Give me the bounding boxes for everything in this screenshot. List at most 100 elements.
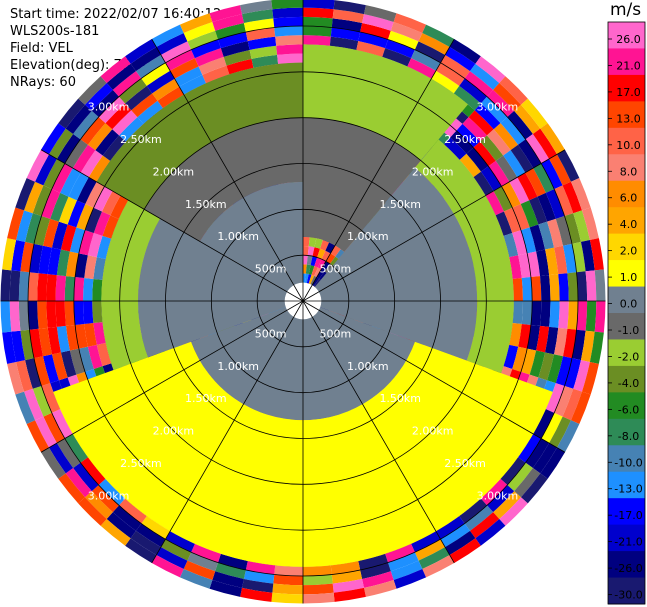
gate-cell [83,278,94,301]
gate-cell [512,301,523,324]
gate-cell [32,385,52,417]
gate-cell [518,433,542,463]
gate-cell [314,267,322,278]
gate-cell [557,420,580,453]
gate-cell [38,245,52,275]
gate-cell [449,538,481,563]
gate-cell [541,412,563,444]
ring-label: 1.50km [185,198,227,211]
gate-cell [538,221,555,250]
gate-cell [274,565,303,576]
colorbar-bin [608,313,645,340]
gate-cell [218,32,248,49]
gate-cell [87,233,103,258]
gate-cell [456,123,481,148]
gate-cell [362,571,394,588]
gate-cell [545,383,565,413]
gate-cell [247,36,277,50]
gate-cell [329,36,359,50]
gate-cell [514,468,541,498]
colorbar-bin [608,74,645,102]
gate-cell [303,273,306,283]
gate-cell [273,16,303,28]
gate-cell [540,123,565,155]
gate-cell [308,237,317,248]
gate-cell [303,236,310,247]
gate-cell [554,327,568,357]
gate-cell [512,278,523,301]
gate-cell [589,238,604,271]
gate-cell [93,257,106,280]
azimuth-spoke [302,149,566,302]
gate-cell [570,177,591,211]
gate-cell [520,227,537,254]
gate-cell [507,462,533,492]
gate-cell [91,485,119,513]
gate-cell [32,185,52,217]
gate-cell [64,301,76,326]
gate-cell [545,189,565,219]
gate-cell [324,263,334,274]
gate-cell [393,568,427,589]
colorbar-bin [608,154,645,182]
gate-cell [580,330,595,362]
gate-cell [106,63,136,90]
gate-cell [549,301,560,328]
gate-cell [533,409,555,439]
gate-cell [187,30,219,50]
ring-label: 2.00km [412,425,454,438]
gate-cell [215,562,246,579]
gate-cell [422,555,455,578]
gate-cell [141,62,171,86]
gate-cell [16,210,33,242]
gate-cell [69,348,86,375]
gate-cell [517,172,538,201]
gate-cell [532,128,558,159]
gate-cell [119,117,144,142]
gate-cell [303,16,333,28]
gate-cell [537,192,556,222]
gate-cell [360,562,391,579]
gate-cell [308,265,315,275]
gate-cell [303,7,334,19]
gate-cell [112,71,142,97]
gate-cell [100,56,131,84]
gate-cell [330,245,341,257]
gate-cell [414,539,446,561]
velocity-region [101,200,161,370]
gate-cell [68,172,89,201]
gate-cell [7,207,25,241]
gate-cell [431,70,460,94]
gate-cell [573,210,590,242]
gate-cell [160,41,192,63]
gate-cell [303,574,333,586]
gate-cell [303,255,308,265]
gate-cell [305,264,311,275]
ring-label: 1.00km [347,230,389,243]
gate-cell [187,552,219,572]
gate-cell [51,163,73,193]
gate-cell [179,74,207,95]
gate-cell [96,342,112,367]
gate-cell [385,543,415,563]
gate-cell [487,89,515,117]
gate-cell [562,181,582,214]
gate-cell [509,255,522,279]
gate-cell [555,356,572,386]
gate-cell [65,104,92,134]
colorbar-tick-label: -13.0 [614,483,642,496]
gate-cell [495,155,518,182]
gate-cell [459,498,488,524]
gate-cell [35,416,57,448]
gate-cell [58,98,86,129]
gate-cell [362,14,394,31]
gate-cell [156,547,188,569]
gate-cell [100,518,131,546]
gate-cell [156,33,188,55]
gate-cell [536,249,550,277]
gate-cell [73,462,99,492]
colorbar-tick-label: -1.0 [618,324,639,337]
colorbar-tick-label: 1.0 [620,271,638,284]
gate-cell [102,215,119,239]
gate-cell [520,200,539,228]
